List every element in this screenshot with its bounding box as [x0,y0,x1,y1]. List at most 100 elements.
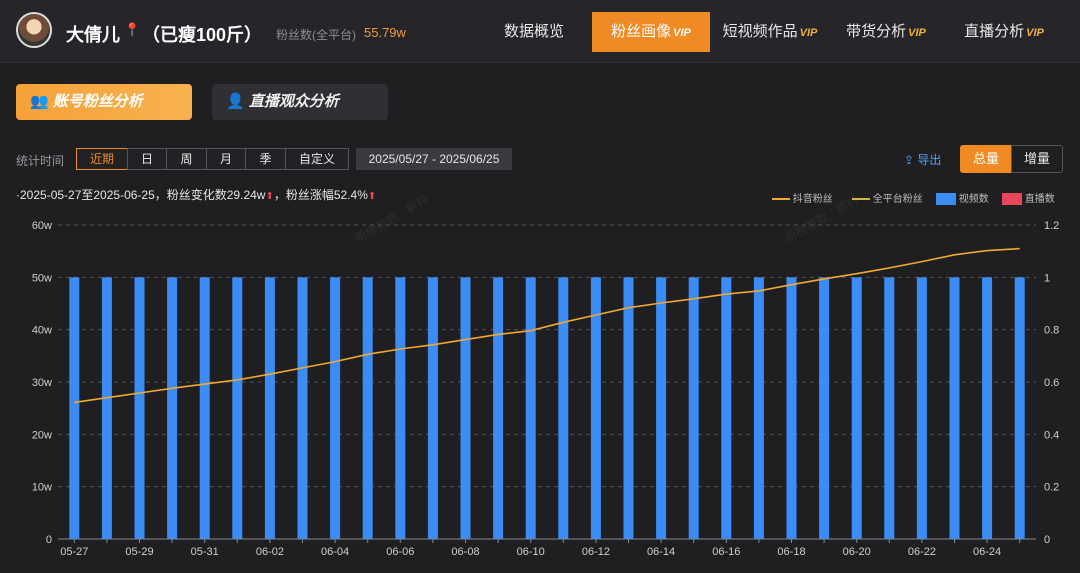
x-axis-tick-label: 06-04 [321,546,349,558]
legend-item-videos[interactable]: 视频数 [936,190,989,206]
bar-video-count [69,277,80,539]
bar-video-count [753,277,764,539]
x-axis-tick-label: 06-12 [582,546,610,558]
vip-badge: VIP [799,27,818,39]
bar-video-count [395,277,406,539]
right-axis-tick-label: 0.4 [1044,429,1059,441]
legend-label: 抖音粉丝 [792,194,833,205]
bar-video-count [264,277,275,539]
period-day[interactable]: 日 [127,148,167,170]
vip-badge: VIP [908,27,926,39]
top-bar: 大倩儿 📍 （已瘦100斤） 粉丝数(全平台) 55.79w 数据概览 粉丝画像… [0,0,1080,63]
legend-label: 视频数 [958,194,989,205]
export-icon: ⇪ [904,153,915,167]
account-name: 大倩儿 [66,25,120,45]
legend-item-douyin-fans[interactable]: 抖音粉丝 [772,190,833,205]
bar-video-count [688,277,699,539]
location-pin-icon: 📍 [124,22,141,37]
bar-video-count [525,277,536,539]
nav-tab-overview[interactable]: 数据概览 [490,12,578,52]
period-month[interactable]: 月 [206,148,246,170]
nav-tab-short-videos[interactable]: 短视频作品 VIP [720,12,820,52]
nav-tab-label: 粉丝画像 [611,23,672,40]
legend-bar-swatch [936,193,956,206]
x-axis-tick-label: 06-08 [451,546,479,558]
nav-tab-live[interactable]: 直播分析 VIP [958,12,1050,52]
account-name-note: （已瘦100斤） [142,25,263,45]
subtab-live-audience[interactable]: 👤 直播观众分析 [212,84,388,120]
subtab-account-fans[interactable]: 👥 账号粉丝分析 [16,84,192,120]
fans-count-label: 粉丝数(全平台) [276,28,356,42]
x-axis-tick-label: 06-14 [647,546,675,558]
person-icon: 👤 [226,93,245,110]
vip-badge: VIP [673,27,691,39]
bar-video-count [949,277,960,539]
period-quarter[interactable]: 季 [245,148,286,170]
summary-change: ·2025-05-27至2025-06-25，粉丝变化数29.24w [16,188,266,202]
bar-video-count [427,277,438,539]
bar-video-count [916,277,927,539]
right-axis-tick-label: 0.2 [1044,482,1059,494]
nav-tab-label: 带货分析 [846,23,907,40]
bar-video-count [1014,277,1025,539]
bar-video-count [362,277,373,539]
x-axis-tick-label: 05-31 [191,546,219,558]
x-axis-tick-label: 06-18 [777,546,805,558]
left-axis-tick-label: 20w [32,429,52,441]
x-axis-tick-label: 06-16 [712,546,740,558]
x-axis-tick-label: 06-20 [843,546,871,558]
right-axis-tick-label: 1 [1044,272,1050,284]
bar-video-count [982,277,993,539]
legend-line-swatch [772,198,790,201]
left-axis-tick-label: 10w [32,482,52,494]
legend-bar-swatch [1002,193,1022,206]
fans-count-value: 55.79w [364,25,406,40]
x-axis-tick-label: 06-22 [908,546,936,558]
line-all-platform-fans [74,247,1020,404]
avatar[interactable] [16,12,52,48]
nav-tab-label: 数据概览 [503,23,564,40]
bar-video-count [590,277,601,539]
arrow-up-icon: ⬆ [367,191,377,202]
period-week[interactable]: 周 [166,148,207,170]
x-axis-tick-label: 06-06 [386,546,414,558]
vip-badge: VIP [1026,27,1044,39]
legend-label: 全平台粉丝 [872,194,923,205]
right-axis-tick-label: 0.6 [1044,377,1059,389]
bar-video-count [167,277,178,539]
bar-video-count [558,277,569,539]
x-axis-tick-label: 05-27 [60,546,88,558]
right-axis-tick-label: 1.2 [1044,220,1059,232]
bar-video-count [721,277,732,539]
bar-video-count [656,277,667,539]
bar-video-count [493,277,504,539]
x-axis-tick-label: 06-24 [973,546,1001,558]
summary-growth: ，粉丝涨幅52.4% [273,188,368,202]
subtab-label: 账号粉丝分析 [52,93,143,110]
legend-item-live[interactable]: 直播数 [1002,190,1055,206]
nav-tab-sales[interactable]: 带货分析 VIP [840,12,932,52]
toggle-total[interactable]: 总量 [960,145,1012,173]
bar-video-count [232,277,243,539]
bar-video-count [101,277,112,539]
time-filter-label: 统计时间 [16,154,65,168]
subtab-label: 直播观众分析 [248,93,339,110]
bar-video-count [330,277,341,539]
x-axis-tick-label: 05-29 [125,546,153,558]
nav-tab-fan-profile[interactable]: 粉丝画像 VIP [592,12,710,52]
bar-video-count [819,277,830,539]
toggle-increment[interactable]: 增量 [1011,145,1063,173]
nav-tab-label: 短视频作品 [722,23,798,40]
people-icon: 👥 [30,93,49,110]
period-recent[interactable]: 近期 [76,148,128,170]
period-custom[interactable]: 自定义 [285,148,349,170]
date-range-picker[interactable]: 2025/05/27 - 2025/06/25 [356,148,512,170]
nav-tab-label: 直播分析 [964,23,1025,40]
legend-line-swatch [852,198,870,201]
right-axis-tick-label: 0.8 [1044,325,1059,337]
legend-item-all-fans[interactable]: 全平台粉丝 [852,190,923,205]
bar-video-count [786,277,797,539]
x-axis-tick-label: 06-10 [517,546,545,558]
bar-video-count [884,277,895,539]
export-button[interactable]: ⇪ 导出 [904,151,941,168]
